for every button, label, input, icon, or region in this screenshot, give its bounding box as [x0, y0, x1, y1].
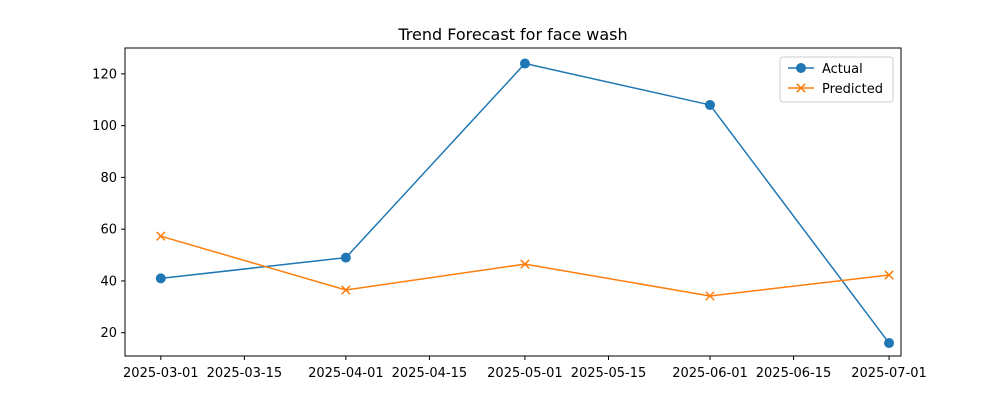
y-tick-label: 80 [100, 171, 117, 186]
data-point-predicted [156, 231, 166, 241]
x-tick-label: 2025-03-15 [207, 366, 283, 381]
plot-area-frame [124, 47, 902, 357]
data-point-predicted [520, 259, 530, 269]
legend: Actual Predicted [779, 56, 894, 103]
legend-marker-actual [796, 63, 806, 73]
x-tick-label: 2025-04-01 [308, 366, 384, 381]
series-layer [155, 58, 895, 349]
legend-marker-predicted [796, 83, 806, 93]
tick-layer: 20 40 60 80 100 120 2025-03-01 2025-03-15 2025-0… [92, 67, 927, 381]
data-point-actual [155, 273, 166, 284]
legend-label-actual: Actual [822, 62, 863, 77]
data-point-actual [340, 252, 351, 263]
chart-title: Trend Forecast for face wash [397, 25, 627, 44]
legend-label-predicted: Predicted [822, 82, 883, 97]
x-tick-label: 2025-04-15 [392, 366, 468, 381]
x-tick-label: 2025-07-01 [851, 366, 927, 381]
y-tick-label: 20 [100, 326, 117, 341]
y-tick-label: 40 [100, 274, 117, 289]
x-tick-label: 2025-06-15 [756, 366, 832, 381]
y-tick-label: 120 [92, 67, 117, 82]
x-tick-label: 2025-06-01 [672, 366, 748, 381]
data-point-actual [884, 338, 895, 349]
series-actual [155, 58, 895, 349]
data-point-predicted [341, 285, 351, 295]
series-predicted [156, 231, 894, 301]
x-tick-label: 2025-03-01 [123, 366, 199, 381]
x-tick-label: 2025-05-15 [571, 366, 647, 381]
data-point-actual [704, 99, 715, 110]
x-tick-label: 2025-05-01 [487, 366, 563, 381]
y-tick-label: 60 [100, 223, 117, 238]
data-point-predicted [705, 291, 715, 301]
data-point-actual [519, 58, 530, 69]
y-tick-label: 100 [92, 119, 117, 134]
data-point-predicted [884, 270, 894, 280]
